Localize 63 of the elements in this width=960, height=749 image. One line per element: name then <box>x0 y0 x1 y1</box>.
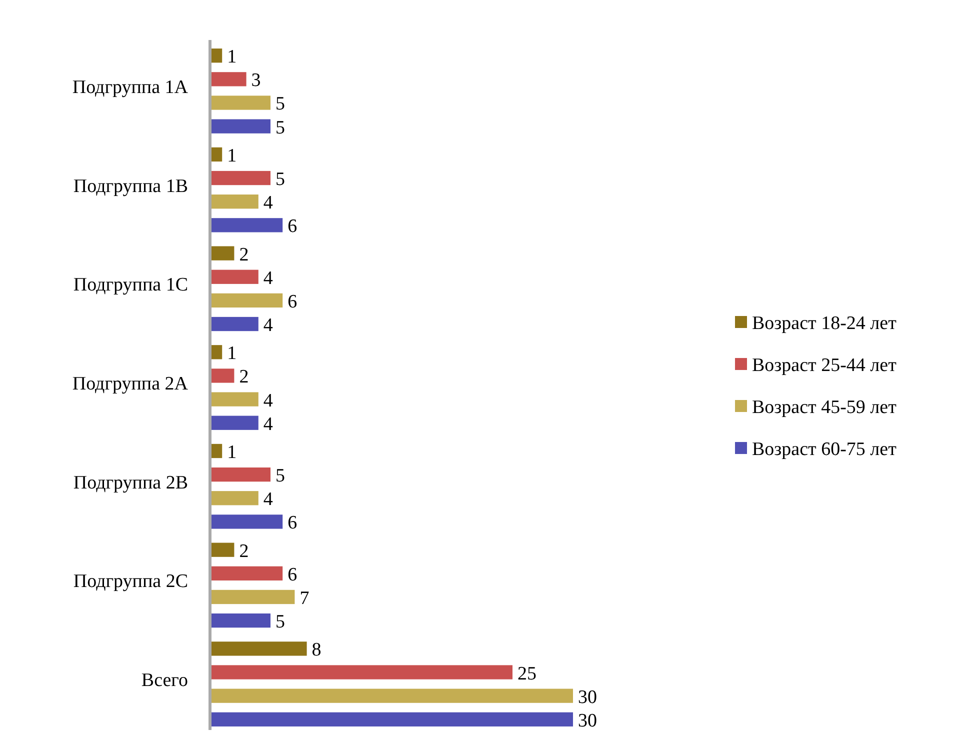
data-label: 25 <box>518 663 536 684</box>
bar <box>210 392 258 406</box>
legend-label: Возраст 60-75 лет <box>752 439 898 460</box>
bar <box>210 613 270 628</box>
data-label: 5 <box>276 94 285 115</box>
data-label: 5 <box>276 612 285 633</box>
data-label: 2 <box>239 540 249 562</box>
data-label: 4 <box>263 489 274 510</box>
bar <box>210 119 270 134</box>
bar <box>210 688 573 703</box>
data-label: 2 <box>239 366 249 388</box>
bar <box>210 218 283 232</box>
data-label: 4 <box>263 414 274 435</box>
bar <box>210 491 258 506</box>
bar <box>210 170 270 186</box>
bar <box>210 246 234 260</box>
data-label: 5 <box>276 117 285 138</box>
data-label: 4 <box>263 315 274 336</box>
y-tick-label: Подгруппа 2A <box>72 374 188 394</box>
bar <box>210 514 283 529</box>
bar <box>210 96 270 110</box>
bar <box>210 642 307 656</box>
y-tick-label: Подгруппа 2C <box>73 571 188 592</box>
bar <box>210 416 258 430</box>
data-label: 4 <box>263 268 274 289</box>
data-label: 1 <box>227 46 237 68</box>
data-label: 6 <box>288 512 298 534</box>
data-label: 1 <box>227 343 237 364</box>
bar <box>210 467 270 482</box>
y-tick-label: Подгруппа 1B <box>73 176 188 197</box>
data-label: 30 <box>578 710 597 732</box>
data-label: 3 <box>251 70 261 92</box>
data-label: 30 <box>578 686 597 708</box>
bar <box>210 566 283 580</box>
bar <box>210 72 246 86</box>
bar <box>210 194 258 209</box>
data-label: 4 <box>263 192 274 214</box>
bar <box>210 712 573 726</box>
bar <box>210 542 234 557</box>
y-tick-label: Подгруппа 2B <box>73 472 188 494</box>
bar <box>210 590 295 604</box>
y-tick-label: Всего <box>141 670 188 692</box>
bar <box>210 270 258 284</box>
data-label: 6 <box>288 216 298 238</box>
legend-label: Возраст 45-59 лет <box>752 397 898 418</box>
y-tick-label: Подгруппа 1C <box>73 274 188 296</box>
data-label: 5 <box>276 169 285 190</box>
data-label: 7 <box>300 588 310 609</box>
data-label: 1 <box>227 442 237 463</box>
legend-label: Возраст 18-24 лет <box>752 313 898 334</box>
data-label: 6 <box>288 564 298 586</box>
bar <box>210 316 258 332</box>
data-label: 4 <box>263 390 274 412</box>
bar <box>210 293 283 308</box>
bar <box>210 665 512 680</box>
y-tick-label: Подгруппа 1A <box>72 76 188 98</box>
data-label: 5 <box>276 466 285 487</box>
data-label: 8 <box>312 640 322 661</box>
bar <box>210 368 234 383</box>
data-label: 6 <box>288 291 298 312</box>
data-label: 2 <box>239 244 249 266</box>
data-label: 1 <box>227 145 237 166</box>
legend-label: Возраст 25-44 лет <box>752 355 898 376</box>
